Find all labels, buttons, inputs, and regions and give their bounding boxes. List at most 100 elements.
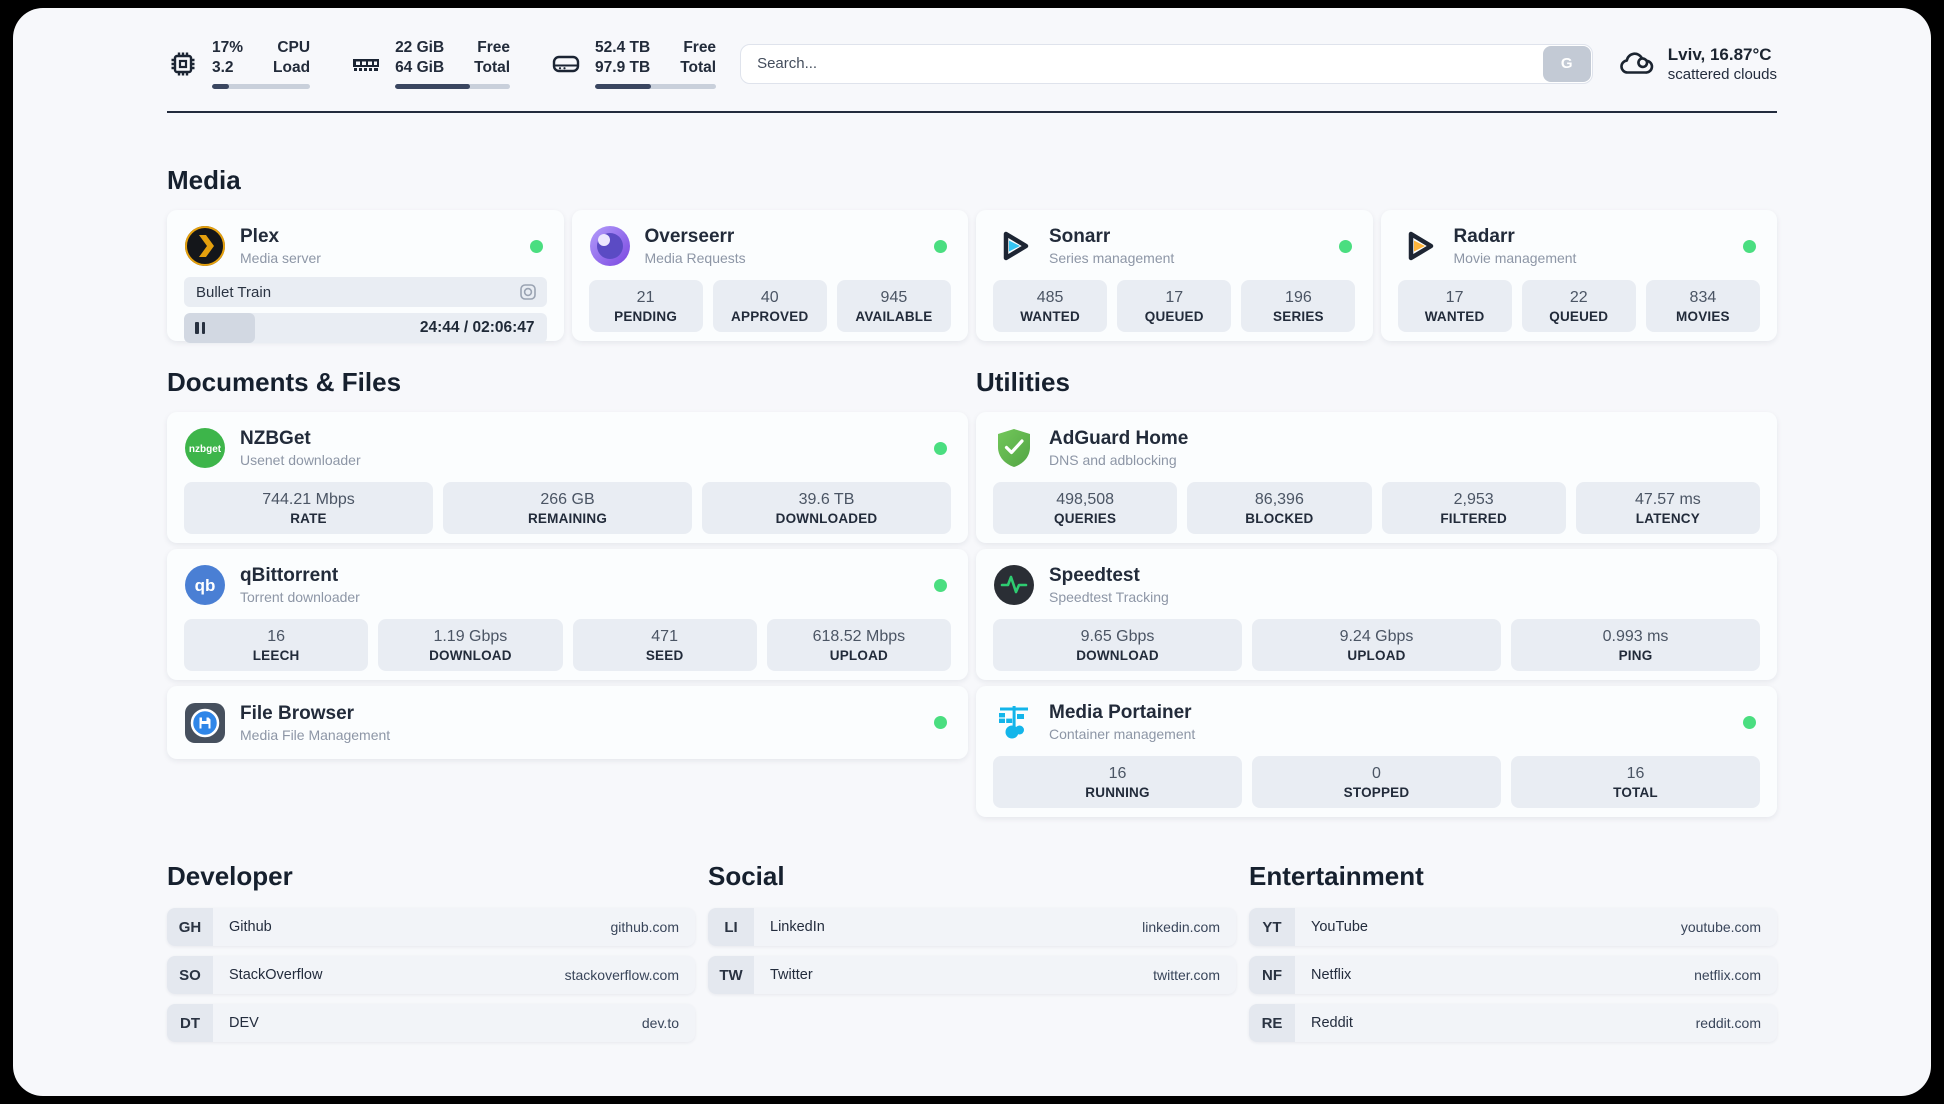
now-playing-time: 24:44 / 02:06:47 [419, 319, 535, 337]
link-github[interactable]: GH Github github.com [167, 908, 695, 947]
stat-download: 1.19 Gbps DOWNLOAD [378, 619, 563, 672]
ram-progress [395, 84, 511, 90]
link-stackoverflow[interactable]: SO StackOverflow stackoverflow.com [167, 956, 695, 995]
status-dot-online [1338, 239, 1352, 253]
disk-label-2: Total [680, 59, 717, 77]
pause-button[interactable] [195, 322, 205, 335]
link-youtube[interactable]: YT YouTube youtube.com [1249, 908, 1777, 947]
app-card-filebrowser[interactable]: File Browser Media File Management [167, 686, 968, 760]
utilities-column: Utilities [976, 367, 1777, 818]
ram-total: 64 GiB [395, 59, 445, 77]
stat-leech: 16 LEECH [184, 619, 369, 672]
link-badge: RE [1249, 1004, 1295, 1043]
status-dot-online [934, 441, 947, 455]
app-name: Sonarr [1049, 226, 1111, 248]
link-badge: GH [167, 908, 213, 947]
link-domain: youtube.com [1680, 919, 1761, 936]
link-name: Github [229, 919, 272, 936]
weather-widget: Lviv, 16.87°C scattered clouds [1617, 44, 1777, 83]
links-column-entertainment: Entertainment YT YouTube youtube.com NF … [1249, 861, 1777, 1043]
app-name: Radarr [1453, 226, 1515, 248]
app-card-radarr[interactable]: Radarr Movie management 17 WANTED 22 QUE… [1380, 210, 1777, 342]
app-card-sonarr[interactable]: Sonarr Series management 485 WANTED 17 Q… [976, 210, 1373, 342]
search-engine-button[interactable]: G [1542, 45, 1591, 82]
stat-stopped: 0 STOPPED [1252, 756, 1501, 809]
ram-widget: 22 GiB 64 GiB Free Total [350, 38, 511, 90]
svg-text:qb: qb [195, 576, 216, 595]
app-card-speedtest[interactable]: Speedtest Speedtest Tracking 9.65 Gbps D… [976, 549, 1777, 681]
link-reddit[interactable]: RE Reddit reddit.com [1249, 1004, 1777, 1043]
stat-running: 16 RUNNING [993, 756, 1242, 809]
cpu-icon [171, 52, 195, 76]
sonarr-icon [1003, 232, 1029, 261]
link-name: DEV [229, 1015, 259, 1032]
plex-icon [185, 226, 225, 267]
radarr-icon [1408, 232, 1433, 261]
cpu-progress [212, 84, 311, 90]
section-title-utilities: Utilities [976, 367, 1070, 398]
stat-queued: 22 QUEUED [1521, 280, 1636, 333]
link-netflix[interactable]: NF Netflix netflix.com [1249, 956, 1777, 995]
links-column-developer: Developer GH Github github.com SO StackO… [167, 861, 695, 1043]
app-subtitle: Media Requests [644, 250, 746, 267]
stat-seed: 471 SEED [572, 619, 757, 672]
app-subtitle: Torrent downloader [240, 589, 360, 606]
stat-filtered: 2,953 FILTERED [1381, 482, 1566, 535]
app-card-nzbget[interactable]: nzbget NZBGet Usenet downloader 744.21 M… [167, 412, 968, 544]
weather-location-temp: Lviv, 16.87°C [1667, 45, 1772, 65]
disk-icon [552, 55, 580, 72]
disk-label-1: Free [683, 39, 717, 56]
stat-downloaded: 39.6 TB DOWNLOADED [702, 482, 951, 535]
app-card-adguard[interactable]: AdGuard Home DNS and adblocking 498,508 … [976, 412, 1777, 544]
stat-blocked: 86,396 BLOCKED [1187, 482, 1372, 535]
link-domain: github.com [610, 919, 679, 936]
app-name: qBittorrent [240, 565, 339, 587]
link-badge: DT [167, 1004, 213, 1043]
filebrowser-icon [185, 702, 225, 743]
stat-download: 9.65 Gbps DOWNLOAD [993, 619, 1242, 672]
section-title-documents: Documents & Files [167, 367, 402, 398]
app-name: NZBGet [240, 428, 311, 450]
search-input[interactable] [740, 43, 1593, 84]
ram-icon [353, 58, 380, 71]
stat-rate: 744.21 Mbps RATE [184, 482, 433, 535]
app-subtitle: Series management [1049, 250, 1175, 267]
app-card-portainer[interactable]: Media Portainer Container management 16 … [976, 686, 1777, 818]
link-dev[interactable]: DT DEV dev.to [167, 1004, 695, 1043]
disk-progress [595, 84, 717, 90]
now-playing-title-row: Bullet Train [184, 277, 547, 308]
status-dot-online [934, 716, 947, 730]
link-domain: dev.to [641, 1015, 679, 1032]
disk-total: 97.9 TB [595, 59, 651, 77]
app-subtitle: Media server [240, 250, 321, 267]
section-title-developer: Developer [167, 861, 293, 892]
search-bar: G [740, 43, 1593, 84]
stat-queued: 17 QUEUED [1117, 280, 1232, 333]
link-badge: YT [1249, 908, 1295, 947]
ram-label-2: Total [474, 59, 511, 77]
status-dot-online [934, 239, 947, 253]
stat-wanted: 485 WANTED [993, 280, 1108, 333]
link-twitter[interactable]: TW Twitter twitter.com [708, 956, 1236, 995]
app-card-overseerr[interactable]: Overseerr Media Requests 21 PENDING 40 A… [571, 210, 968, 342]
adguard-icon [998, 429, 1030, 468]
stat-queries: 498,508 QUERIES [993, 482, 1178, 535]
app-name: Media Portainer [1049, 702, 1192, 724]
app-name: AdGuard Home [1049, 428, 1189, 450]
cpu-label-2: Load [273, 59, 311, 77]
app-subtitle: Container management [1049, 726, 1196, 743]
link-domain: twitter.com [1153, 967, 1220, 984]
app-subtitle: DNS and adblocking [1049, 452, 1177, 469]
overseerr-icon [589, 226, 630, 267]
link-badge: SO [167, 956, 213, 995]
stat-series: 196 SERIES [1241, 280, 1356, 333]
status-dot-online [1743, 715, 1756, 729]
status-dot-online [1743, 239, 1756, 253]
cpu-temp: 3.2 [212, 59, 234, 77]
app-card-plex[interactable]: Plex Media server Bullet Train 24:44 / 0 [167, 210, 564, 344]
link-name: Netflix [1311, 967, 1352, 984]
nzbget-icon: nzbget [185, 428, 225, 469]
stat-wanted: 17 WANTED [1397, 280, 1512, 333]
app-card-qbittorrent[interactable]: qb qBittorrent Torrent downloader 16 [167, 549, 968, 681]
link-linkedin[interactable]: LI LinkedIn linkedin.com [708, 908, 1236, 947]
